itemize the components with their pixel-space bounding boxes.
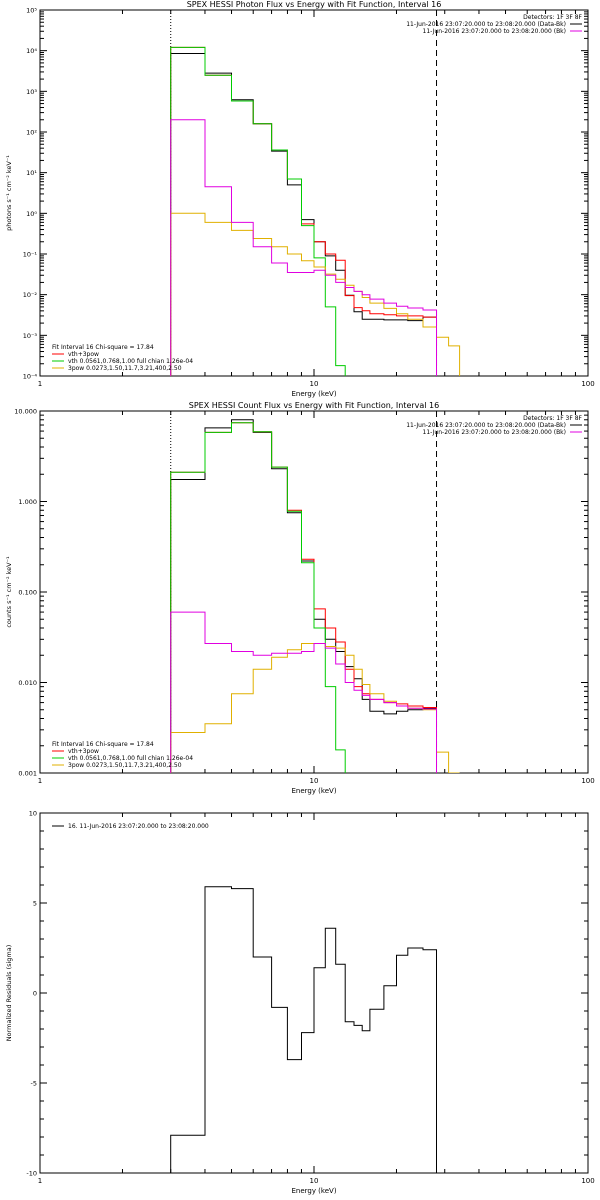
y-tick-label: 10⁻⁴ <box>23 373 38 381</box>
x-tick-label: 1 <box>38 1177 42 1185</box>
legend-heading: Detectors: 1F 3F 8F <box>523 14 582 21</box>
y-tick-label: 10⁻² <box>23 291 38 299</box>
y-tick-label: 10⁻³ <box>23 332 38 340</box>
data-series-group <box>170 419 460 773</box>
fit-legend-entry-text: vth+3pow <box>68 351 99 358</box>
fit-legend-entry-text: vth 0.0561,0.768,1.00 full chian 1.26e-0… <box>68 358 193 365</box>
fit-legend-entry-text: 3pow 0.0273,1.50,11.7,3.21,400,2.50 <box>68 365 182 372</box>
y-tick-label: 10¹ <box>26 169 37 177</box>
series-vth-line <box>170 422 346 773</box>
series-data-line <box>170 53 437 376</box>
y-tick-label: 10³ <box>26 88 37 96</box>
y-tick-label: 10⁻¹ <box>23 251 38 259</box>
chart-panel-2: SPEX HESSI Count Flux vs Energy with Fit… <box>5 401 595 795</box>
y-tick-label: 10⁵ <box>26 7 37 15</box>
series-data-line <box>170 419 437 773</box>
y-tick-label: 0.010 <box>18 679 37 687</box>
fit-legend-entry-text: 3pow 0.0273,1.50,11.7,3.21,400,2.50 <box>68 762 182 769</box>
series-bk-line <box>170 119 437 376</box>
y-tick-label: -5 <box>31 1080 37 1088</box>
y-tick-label: 10⁰ <box>26 210 37 218</box>
x-axis-label: Energy (keV) <box>291 787 336 795</box>
x-tick-label: 10 <box>310 1177 319 1185</box>
chart-title: SPEX HESSI Count Flux vs Energy with Fit… <box>189 401 440 410</box>
x-tick-label: 100 <box>581 380 594 388</box>
data-series-group <box>170 886 437 1173</box>
x-axis-label: Energy (keV) <box>291 390 336 398</box>
series-bk-line <box>170 611 437 773</box>
chart-title: SPEX HESSI Photon Flux vs Energy with Fi… <box>187 0 442 9</box>
legend-entry-text: 11-Jun-2016 23:07:20.000 to 23:08:20.000… <box>406 21 566 28</box>
series-residuals-line <box>170 886 437 1173</box>
legend-entry-text: 16. 11-Jun-2016 23:07:20.000 to 23:08:20… <box>68 823 209 830</box>
fit-legend-entry-text: vth+3pow <box>68 748 99 755</box>
series-vth-line <box>170 46 346 376</box>
legend-entry-text: 11-Jun-2016 23:07:20.000 to 23:08:20.000… <box>423 28 566 35</box>
x-tick-label: 100 <box>581 1177 594 1185</box>
y-tick-label: -10 <box>26 1170 37 1178</box>
x-tick-label: 1 <box>38 380 42 388</box>
legend-entry-text: 11-Jun-2016 23:07:20.000 to 23:08:20.000… <box>423 429 566 436</box>
y-axis-label: Normalized Residuals (sigma) <box>5 945 13 1042</box>
legend-entry-text: 11-Jun-2016 23:07:20.000 to 23:08:20.000… <box>406 422 566 429</box>
data-series-group <box>170 46 461 376</box>
y-axis-label: counts s⁻¹ cm⁻² keV⁻¹ <box>5 556 13 628</box>
y-tick-label: 0.001 <box>18 770 37 778</box>
x-tick-label: 10 <box>310 777 319 785</box>
y-tick-label: 1.000 <box>18 498 37 506</box>
x-tick-label: 1 <box>38 777 42 785</box>
y-axis-label: photons s⁻¹ cm⁻² keV⁻¹ <box>5 155 13 231</box>
fit-legend-entry-text: vth 0.0561,0.768,1.00 full chian 1.26e-0… <box>68 755 193 762</box>
y-tick-label: 0 <box>33 990 37 998</box>
y-tick-label: 10² <box>26 129 37 137</box>
fit-legend-heading: Fit Interval 16 Chi-square = 17.84 <box>52 344 154 351</box>
x-tick-label: 10 <box>310 380 319 388</box>
legend-heading: Detectors: 1F 3F 8F <box>523 415 582 422</box>
chart-panel-1: SPEX HESSI Photon Flux vs Energy with Fi… <box>5 0 595 398</box>
chart-panel-3: 1 10 100 Energy (keV) -10 -5 0 5 10 Normalized Re… <box>5 810 595 1196</box>
y-tick-label: 10.000 <box>14 408 37 416</box>
x-tick-label: 100 <box>581 777 594 785</box>
x-axis-label: Energy (keV) <box>291 1187 336 1195</box>
y-tick-label: 0.100 <box>18 589 37 597</box>
y-tick-label: 10 <box>29 810 37 818</box>
fit-legend-heading: Fit Interval 16 Chi-square = 17.84 <box>52 741 154 748</box>
y-tick-label: 5 <box>33 900 37 908</box>
y-tick-label: 10⁴ <box>26 47 37 55</box>
